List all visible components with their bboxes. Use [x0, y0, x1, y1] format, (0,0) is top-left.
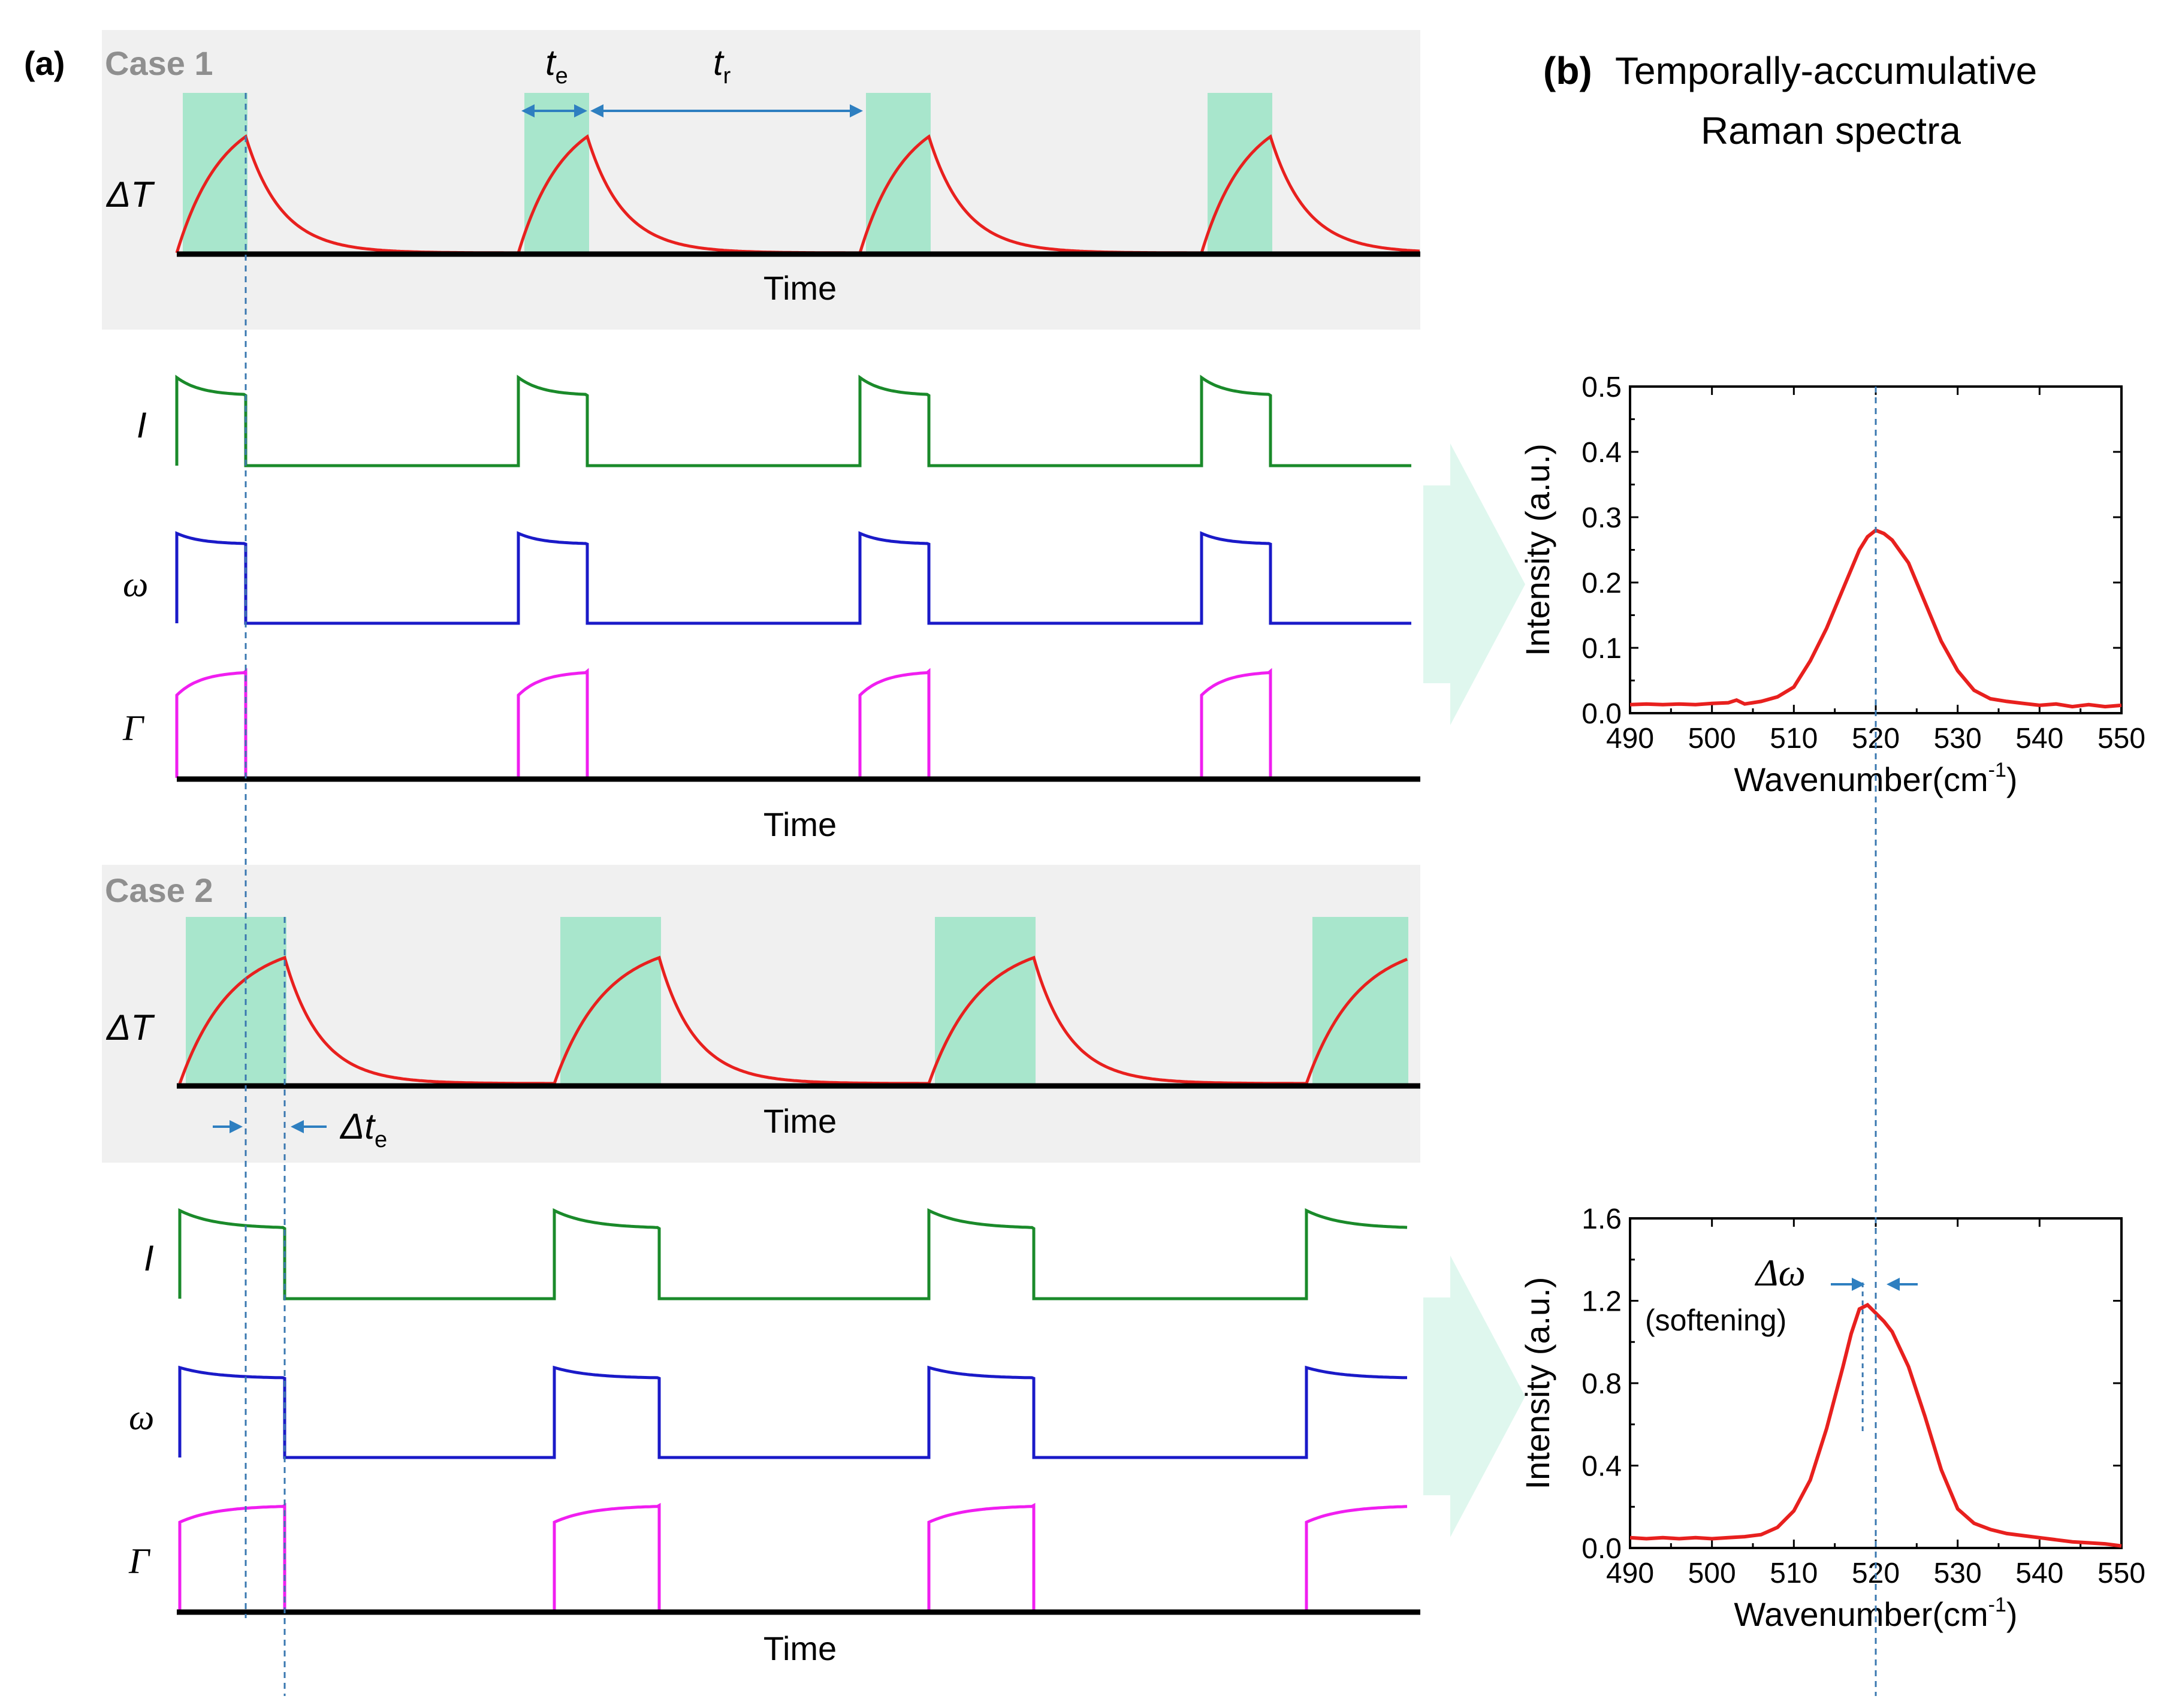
delta-te-right-arrow-head — [291, 1120, 304, 1133]
case1-duration-arrows — [521, 104, 863, 117]
y-tick-label: 0.0 — [1582, 698, 1622, 730]
case1-omega-symbol: ω — [123, 565, 148, 604]
panel-b-title-line1: Temporally-accumulative — [1615, 49, 2037, 92]
shift-left-arrow-head — [1852, 1278, 1865, 1291]
case1-pulse-window — [1208, 93, 1272, 255]
spectrum-line — [1629, 528, 2122, 709]
delta-te-left-arrow-head — [230, 1120, 243, 1133]
x-tick-label: 540 — [2015, 723, 2063, 755]
case2-delta-te-arrows — [213, 1120, 327, 1133]
panel-b-label: (b) — [1543, 49, 1592, 92]
panel-a-label: (a) — [24, 44, 65, 82]
case2-background — [102, 865, 1420, 1163]
x-tick-label: 490 — [1606, 1558, 1654, 1589]
y-tick-label: 1.2 — [1582, 1286, 1622, 1318]
case1-raman-chart: 490 500 510 520 530 540 550 0.0 0.1 0.2 0.3 0.4 0.5 W… — [1519, 372, 2145, 798]
te-arrow-right-head — [574, 104, 587, 117]
case1-deltaT-symbol: ΔT — [105, 174, 155, 215]
y-tick-label: 0.2 — [1582, 568, 1622, 599]
case1-gamma-trace — [175, 668, 1411, 780]
x-tick-label: 490 — [1606, 723, 1654, 755]
spectrum-line — [1629, 1302, 2122, 1548]
x-axis-label: Wavenumber(cm-1) — [1734, 759, 2017, 798]
case2-title: Case 2 — [105, 871, 213, 909]
y-tick-label: 0.4 — [1582, 1451, 1622, 1483]
tr-label: tr — [713, 43, 731, 89]
case2-lower-time-label: Time — [763, 1629, 837, 1667]
case2-raman-chart: 490 500 510 520 530 540 5500.00.40.81.21.6Wave… — [1519, 1203, 2145, 1633]
case2-time-label: Time — [763, 1102, 837, 1140]
x-tick-label: 540 — [2015, 1558, 2063, 1589]
y-tick-label: 0.5 — [1582, 372, 1622, 403]
case2-gamma-symbol: Γ — [128, 1541, 151, 1581]
case2-gamma-trace — [178, 1502, 1408, 1613]
case2-pulse-window — [935, 917, 1036, 1085]
x-tick-label: 520 — [1852, 723, 1900, 755]
x-tick-label: 550 — [2097, 1558, 2145, 1589]
case1-to-spectrum-arrow — [1423, 443, 1525, 725]
y-tick-label: 0.1 — [1582, 633, 1622, 665]
y-tick-label: 0.8 — [1582, 1368, 1622, 1400]
te-label: te — [545, 43, 568, 89]
tr-arrow-right-head — [850, 104, 863, 117]
y-axis-label: Intensity (a.u.) — [1519, 443, 1556, 656]
delta-omega-label: Δω — [1754, 1251, 1806, 1294]
x-tick-label: 510 — [1770, 1558, 1818, 1589]
x-tick-label: 550 — [2097, 723, 2145, 755]
case2-pulse-window — [560, 917, 661, 1085]
case1-pulse-window — [183, 93, 248, 255]
x-axis-label: Wavenumber(cm-1) — [1734, 1594, 2017, 1633]
case2-deltaT-symbol: ΔT — [105, 1007, 155, 1048]
case1-pulse-windows — [183, 93, 1272, 255]
softening-label: (softening) — [1645, 1303, 1786, 1337]
case2-to-spectrum-arrow — [1423, 1256, 1525, 1537]
panel-b-title-line2: Raman spectra — [1701, 109, 1961, 152]
case2-temperature-curve — [178, 955, 1408, 1085]
delta-te-label: Δte — [339, 1106, 387, 1152]
case2-pulse-window — [1312, 917, 1408, 1085]
x-tick-label: 500 — [1688, 1558, 1736, 1589]
case2-omega-trace — [178, 1365, 1407, 1459]
case1-background — [102, 30, 1420, 330]
case1-lower-time-label: Time — [763, 805, 837, 843]
case2-omega-symbol: ω — [129, 1398, 154, 1437]
case1-intensity-symbol: I — [137, 405, 147, 445]
case2-intensity-trace — [178, 1208, 1408, 1300]
y-tick-label: 0.0 — [1582, 1533, 1622, 1565]
x-tick-label: 530 — [1934, 1558, 1982, 1589]
case1-title: Case 1 — [105, 44, 213, 82]
case1-gamma-symbol: Γ — [122, 708, 145, 748]
case1-pulse-window — [524, 93, 589, 255]
y-tick-label: 0.4 — [1582, 437, 1622, 469]
y-tick-label: 1.6 — [1582, 1203, 1622, 1235]
case1-pulse-window — [866, 93, 931, 255]
x-tick-label: 500 — [1688, 723, 1736, 755]
x-tick-label: 530 — [1934, 723, 1982, 755]
y-tick-label: 0.3 — [1582, 502, 1622, 534]
shift-right-arrow-head — [1887, 1278, 1900, 1291]
tr-arrow-left-head — [590, 104, 603, 117]
case2-pulse-window — [186, 917, 286, 1085]
case1-intensity-trace — [175, 375, 1411, 467]
case1-time-label: Time — [763, 269, 837, 307]
te-arrow-left-head — [521, 104, 535, 117]
case1-omega-trace — [175, 531, 1411, 625]
y-axis-label: Intensity (a.u.) — [1519, 1277, 1556, 1490]
case2-intensity-symbol: I — [144, 1238, 154, 1278]
case2-pulse-windows — [186, 917, 1408, 1085]
x-tick-label: 510 — [1770, 723, 1818, 755]
peak-shift-arrows — [1831, 1278, 1918, 1291]
